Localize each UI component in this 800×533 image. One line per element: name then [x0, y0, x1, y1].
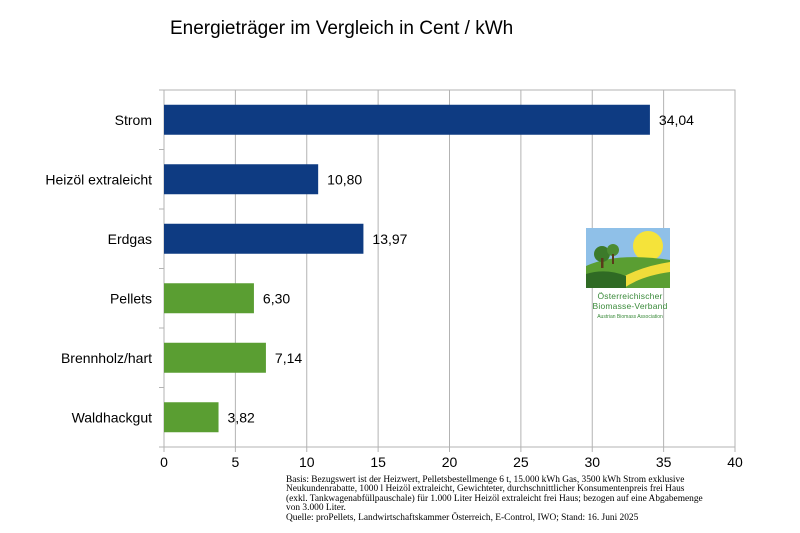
data-label: 3,82 — [228, 409, 255, 425]
biomasse-verband-logo: Österreichischer Biomasse-Verband Austri… — [578, 228, 682, 328]
bars — [164, 104, 650, 433]
category-label: Strom — [115, 112, 152, 128]
bar — [164, 164, 319, 195]
x-tick-label: 25 — [513, 454, 529, 470]
x-tick-label: 15 — [370, 454, 386, 470]
x-tick-label: 40 — [727, 454, 743, 470]
logo-text-line2: Biomasse-Verband — [592, 301, 668, 311]
bar — [164, 223, 364, 254]
logo-landscape-icon — [586, 228, 670, 288]
chart-title: Energieträger im Vergleich in Cent / kWh — [170, 18, 514, 39]
bar — [164, 104, 650, 135]
x-tick-label: 35 — [656, 454, 672, 470]
data-label: 10,80 — [327, 171, 362, 187]
category-label: Brennholz/hart — [61, 350, 152, 366]
data-label: 13,97 — [372, 231, 407, 247]
x-tick-label: 0 — [160, 454, 168, 470]
labels: 0 5 10 15 20 25 30 35 40 Strom 34,04 Heizöl extrale… — [45, 112, 743, 470]
axes — [159, 89, 736, 452]
category-label: Waldhackgut — [72, 409, 153, 425]
logo-text-line3: Austrian Biomass Association — [597, 314, 663, 320]
chart-footnote: Basis: Bezugswert ist der Heizwert, Pell… — [286, 475, 756, 523]
footnote-line: Basis: Bezugswert ist der Heizwert, Pell… — [286, 475, 685, 485]
x-tick-label: 20 — [442, 454, 458, 470]
footnote-line: (exkl. Tankwagenabfüllpauschale) für 1.0… — [286, 493, 703, 504]
x-tick-label: 5 — [231, 454, 239, 470]
logo-text-line1: Österreichischer — [597, 291, 663, 301]
category-label: Erdgas — [108, 231, 152, 247]
bar — [164, 342, 266, 373]
x-tick-label: 30 — [584, 454, 600, 470]
category-label: Heizöl extraleicht — [45, 171, 152, 187]
data-label: 34,04 — [659, 112, 694, 128]
grid-lines — [163, 89, 736, 448]
footnote-source: Quelle: proPellets, Landwirtschaftskamme… — [286, 512, 639, 523]
data-label: 6,30 — [263, 290, 290, 306]
bar — [164, 402, 219, 433]
data-label: 7,14 — [275, 350, 302, 366]
category-label: Pellets — [110, 290, 152, 306]
bar — [164, 283, 254, 314]
footnote-line: von 3.000 Liter. — [286, 503, 346, 514]
x-tick-label: 10 — [299, 454, 315, 470]
footnote-line: Neukundenrabatte, 1000 l Heizöl extralei… — [286, 484, 685, 495]
